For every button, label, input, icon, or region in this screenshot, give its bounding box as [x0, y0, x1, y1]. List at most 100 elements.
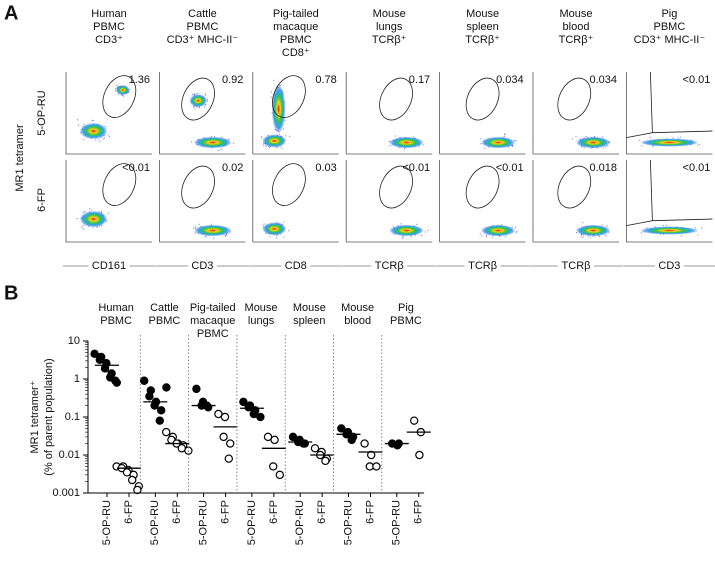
event-dot — [193, 93, 195, 95]
flow-plot — [439, 160, 526, 243]
event-dot — [278, 133, 281, 135]
data-point — [145, 392, 154, 401]
event-dot — [582, 236, 584, 238]
data-point — [393, 441, 402, 450]
event-dot — [680, 235, 683, 237]
event-dot — [652, 145, 654, 148]
event-dot — [400, 223, 402, 225]
event-dot — [589, 236, 591, 239]
density — [480, 224, 516, 237]
event-dot — [262, 144, 265, 146]
event-dot — [585, 136, 587, 138]
group-label: Pig — [398, 302, 414, 314]
x-tick-label: 5-OP-RU — [342, 500, 354, 545]
gate — [379, 165, 413, 209]
density — [193, 224, 232, 237]
event-dot — [233, 142, 235, 144]
event-dot — [515, 226, 517, 228]
x-axis-label: TCRβ — [468, 260, 497, 272]
event-dot — [217, 149, 219, 152]
event-dot — [190, 141, 193, 143]
event-dot — [84, 211, 86, 213]
density — [389, 136, 424, 149]
event-dot — [598, 235, 601, 237]
column-header: TCRβ⁺ — [465, 34, 500, 46]
event-dot — [481, 235, 483, 237]
event-dot — [270, 91, 272, 93]
flow-plot — [65, 72, 152, 155]
density — [79, 210, 108, 228]
gate-value: 0.02 — [222, 162, 243, 174]
gate-value: <0.01 — [496, 162, 524, 174]
data-point — [256, 412, 265, 422]
x-tick-label: 5-OP-RU — [391, 500, 403, 545]
density — [115, 85, 130, 95]
event-dot — [260, 136, 262, 138]
event-dot — [605, 235, 607, 237]
column-header: Pig — [661, 8, 677, 20]
data-point — [239, 397, 248, 407]
event-dot — [515, 139, 517, 142]
gate-value: 0.018 — [589, 162, 617, 174]
x-axis-label: CD3 — [658, 260, 680, 272]
x-axis-label: TCRβ — [375, 260, 404, 272]
event-dot — [503, 133, 506, 135]
event-dot — [583, 147, 585, 149]
density — [576, 224, 611, 237]
x-tick-label: 5-OP-RU — [246, 500, 258, 545]
event-dot — [427, 230, 429, 232]
event-dot — [580, 235, 583, 237]
event-dot — [95, 139, 97, 141]
gate — [465, 77, 500, 121]
x-tick-label: 6-FP — [413, 500, 425, 524]
data-point — [337, 424, 346, 433]
gate — [626, 71, 713, 138]
event-dot — [194, 108, 196, 110]
event-dot — [424, 231, 426, 233]
event-dot — [82, 211, 84, 213]
density — [640, 226, 699, 235]
event-dot — [114, 87, 117, 90]
x-tick-label: 6-FP — [268, 500, 280, 524]
event-dot — [571, 138, 574, 140]
density — [262, 222, 287, 236]
flow-plot — [345, 160, 433, 243]
event-dot — [701, 227, 703, 229]
x-tick-label: 5-OP-RU — [198, 500, 210, 545]
data-point — [288, 432, 298, 442]
event-dot — [394, 135, 397, 137]
event-dot — [601, 224, 603, 226]
gate — [102, 163, 137, 206]
event-dot — [76, 119, 79, 121]
data-point — [360, 439, 369, 448]
column-header: TCRβ⁺ — [372, 34, 407, 46]
x-tick-label: 6-FP — [220, 500, 232, 524]
gate-value: 0.034 — [496, 74, 524, 86]
data-point — [372, 462, 381, 471]
event-dot — [220, 148, 223, 150]
event-dot — [77, 124, 80, 126]
gate-value: <0.01 — [683, 162, 711, 174]
event-dot — [601, 136, 604, 138]
gate — [181, 165, 215, 209]
event-dot — [276, 235, 278, 237]
event-dot — [206, 98, 208, 100]
event-dot — [82, 224, 84, 226]
data-point — [161, 427, 171, 437]
event-dot — [210, 223, 212, 225]
event-dot — [416, 223, 418, 225]
density — [189, 94, 207, 108]
group-label: PBMC — [390, 315, 422, 327]
data-point — [321, 456, 330, 466]
gate — [102, 75, 137, 118]
data-point — [310, 444, 320, 453]
event-dot — [283, 128, 285, 130]
column-header: CD3⁺ MHC-II⁻ — [634, 34, 706, 46]
data-point — [415, 450, 424, 460]
column-header: Human — [91, 8, 126, 20]
event-dot — [213, 237, 215, 239]
flow-plot — [158, 160, 246, 243]
data-point — [224, 454, 233, 463]
flow-plot — [532, 72, 619, 155]
